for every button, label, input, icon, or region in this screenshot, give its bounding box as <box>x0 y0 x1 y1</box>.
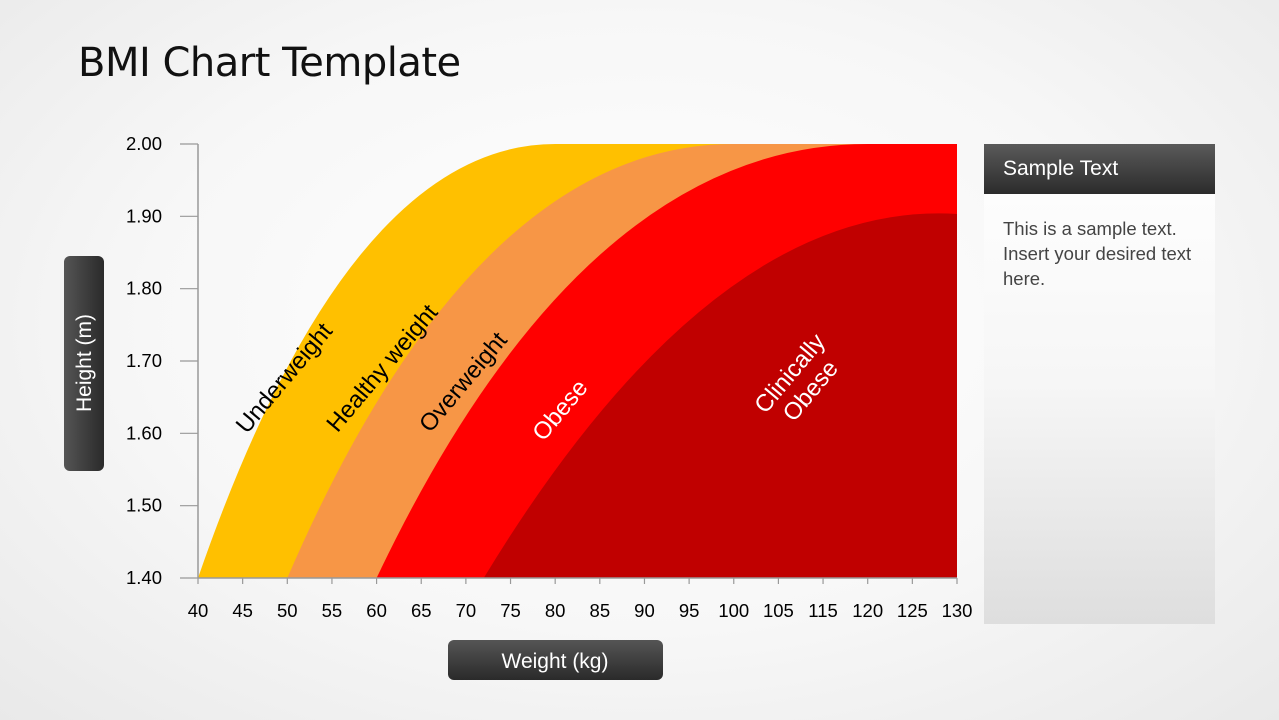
x-tick-label: 100 <box>718 600 749 621</box>
x-axis-title-text: Weight (kg) <box>502 650 609 673</box>
x-tick-label: 45 <box>232 600 253 621</box>
y-tick-label: 1.60 <box>126 422 162 443</box>
x-tick-label: 95 <box>679 600 700 621</box>
y-tick-label: 2.00 <box>126 133 162 154</box>
slide-title: BMI Chart Template <box>78 40 461 86</box>
x-tick-label: 130 <box>942 600 973 621</box>
x-tick-label: 70 <box>456 600 477 621</box>
x-tick-label: 115 <box>808 600 838 621</box>
x-tick-label: 90 <box>634 600 655 621</box>
x-tick-label: 120 <box>852 600 883 621</box>
y-tick-label: 1.90 <box>126 205 162 226</box>
x-tick-label: 85 <box>590 600 611 621</box>
x-tick-label: 65 <box>411 600 432 621</box>
y-tick-label: 1.50 <box>126 495 162 516</box>
band-clinically-obese <box>483 213 957 578</box>
x-axis-title: Weight (kg) <box>448 640 663 680</box>
x-tick-label: 105 <box>763 600 794 621</box>
y-axis-title-text: Height (m) <box>73 314 96 412</box>
x-axis-title-bg <box>448 640 663 680</box>
x-tick-label: 125 <box>897 600 928 621</box>
x-tick-label: 40 <box>188 600 209 621</box>
y-tick-label: 1.70 <box>126 350 162 371</box>
y-tick-label: 1.40 <box>126 567 162 588</box>
x-tick-label: 75 <box>500 600 521 621</box>
x-tick-label: 80 <box>545 600 566 621</box>
x-tick-label: 50 <box>277 600 298 621</box>
y-axis-title-bg <box>64 256 104 471</box>
sample-text-body: This is a sample text. Insert your desir… <box>1003 218 1192 289</box>
y-axis-title: Height (m) <box>64 256 104 471</box>
x-tick-label: 60 <box>366 600 387 621</box>
sample-text-header: Sample Text <box>984 144 1215 194</box>
x-tick-label: 55 <box>322 600 343 621</box>
y-tick-label: 1.80 <box>126 278 162 299</box>
sample-text-panel: Sample Text This is a sample text. Inser… <box>984 144 1215 624</box>
